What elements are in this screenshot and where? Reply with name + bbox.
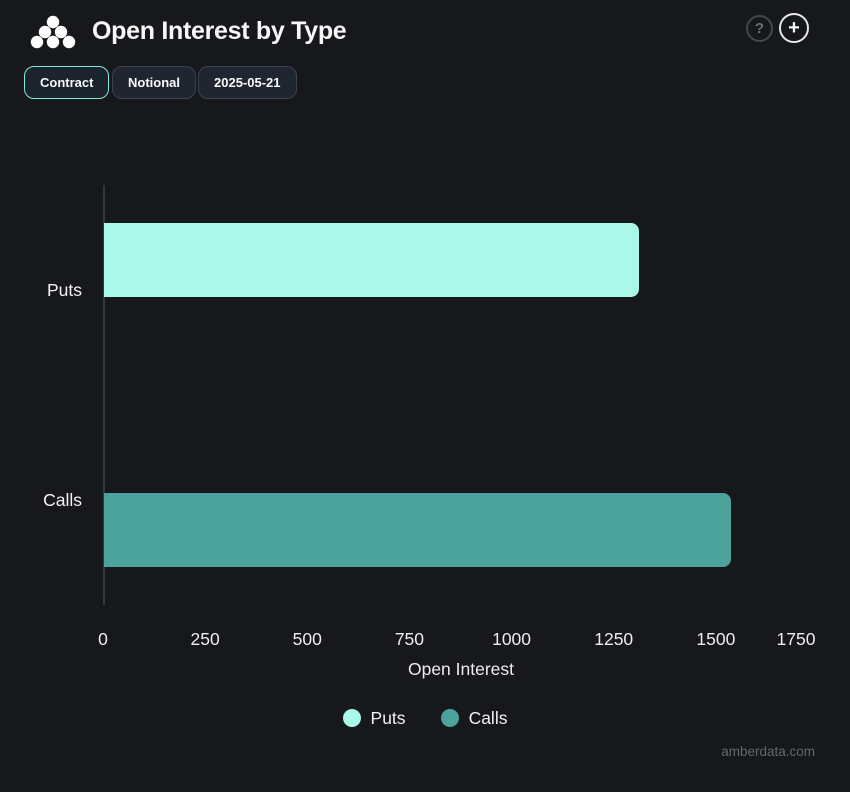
toolbar-button-notional[interactable]: Notional bbox=[112, 66, 196, 99]
legend-dot-puts bbox=[342, 709, 361, 727]
x-tick-0: 0 bbox=[98, 629, 108, 649]
x-axis-title: Open Interest bbox=[407, 659, 515, 679]
y-axis-line bbox=[103, 185, 105, 605]
x-tick-1000: 1000 bbox=[492, 629, 532, 649]
chart-legend: Puts Calls bbox=[0, 707, 850, 729]
legend-label-calls: Calls bbox=[468, 707, 508, 728]
amberdata-logo-icon bbox=[30, 15, 76, 49]
legend-label-puts: Puts bbox=[370, 707, 406, 728]
x-tick-1500: 1500 bbox=[696, 629, 736, 649]
add-button[interactable]: + bbox=[779, 13, 809, 43]
toolbar-button-contract[interactable]: Contract bbox=[24, 66, 110, 99]
plus-icon: + bbox=[788, 16, 800, 39]
toolbar-button-date[interactable]: 2025-05-21 bbox=[198, 66, 297, 99]
help-button[interactable]: ? bbox=[746, 15, 773, 42]
bar-calls bbox=[104, 493, 731, 567]
legend-dot-calls bbox=[440, 709, 459, 727]
x-tick-750: 750 bbox=[394, 629, 425, 649]
y-label-puts: Puts bbox=[46, 280, 82, 300]
legend-item-calls[interactable]: Calls bbox=[440, 707, 508, 729]
bar-puts bbox=[104, 223, 639, 297]
x-tick-1750: 1750 bbox=[776, 629, 816, 649]
y-label-calls: Calls bbox=[43, 490, 82, 510]
question-mark-icon: ? bbox=[754, 20, 765, 37]
x-tick-500: 500 bbox=[292, 629, 322, 649]
x-tick-1250: 1250 bbox=[594, 629, 634, 649]
x-tick-250: 250 bbox=[190, 629, 220, 649]
watermark: amberdata.com bbox=[721, 744, 815, 759]
page-title: Open Interest by Type bbox=[92, 17, 347, 45]
legend-item-puts[interactable]: Puts bbox=[342, 707, 406, 729]
